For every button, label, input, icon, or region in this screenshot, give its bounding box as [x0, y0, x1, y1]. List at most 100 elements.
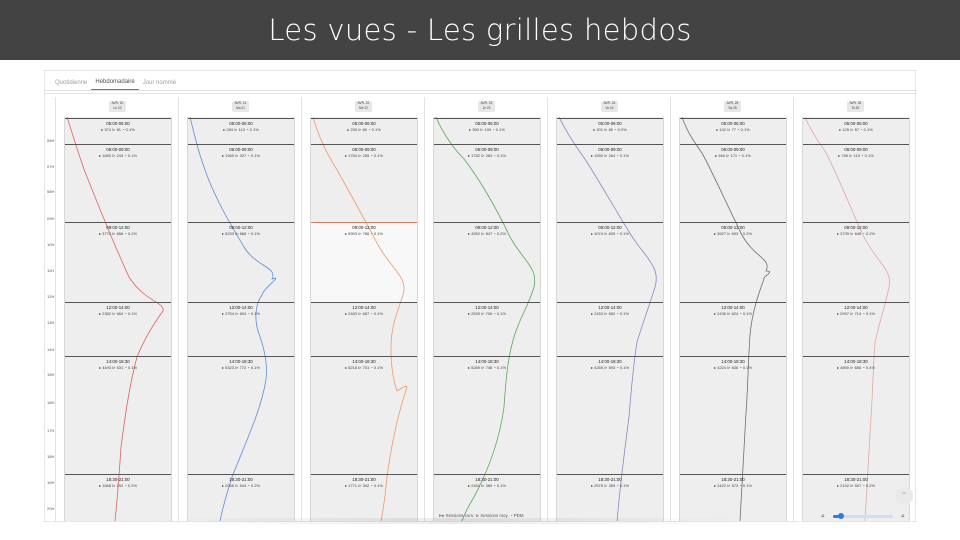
pdm-icon: ◔: [246, 153, 251, 158]
tab-1[interactable]: Hebdomadaire: [91, 79, 139, 90]
pdm-icon: ◔: [738, 231, 743, 236]
pdm-icon: ◔: [492, 365, 497, 370]
day-date: AVR. 20: [111, 101, 124, 105]
scroll-to-top-button[interactable]: ⌃: [895, 487, 913, 505]
band-pdm-value: 0.1%: [619, 153, 630, 158]
band-separator: [803, 144, 909, 145]
cum-icon: ▸: [836, 365, 841, 370]
band-time-range: 09:00-12:00: [229, 225, 253, 230]
band-pdm-value: 0.1%: [127, 311, 138, 316]
band-moy-value: 693: [731, 231, 739, 236]
pdm-icon: ◔: [246, 231, 251, 236]
band-cum-value: 142: [719, 127, 726, 132]
band-time-range: 05:00-06:00: [106, 121, 130, 126]
band-moy-value: 119: [853, 153, 860, 158]
band-separator: [65, 474, 171, 475]
pdm-icon: ◔: [860, 153, 865, 158]
band-cum-value: 796: [841, 153, 849, 158]
band-separator: [803, 302, 909, 303]
band-separator: [434, 356, 540, 357]
zoom-track[interactable]: [833, 515, 893, 518]
tab-0[interactable]: Quotidienne: [55, 80, 88, 86]
cum-icon: ▸: [467, 311, 472, 316]
time-axis-tick: 14H: [47, 347, 55, 352]
band-moy-value: 786: [362, 231, 370, 236]
band-cum-value: 2192: [840, 483, 849, 488]
band-separator: [680, 118, 786, 119]
band-time-range: 14:00-18:30: [106, 359, 130, 364]
cum-icon: ▸: [101, 127, 105, 132]
pdm-icon: ◔: [738, 483, 743, 488]
band-cum-value: 374: [104, 127, 111, 132]
day-badge: AVR. 20 Lu 20: [109, 101, 126, 112]
cum-icon: ▸: [98, 231, 103, 236]
band-stats: ▸ 5323 ⊳ 772 ◔ 0.1%: [188, 365, 294, 370]
day-date: AVR. 22: [357, 101, 370, 105]
moy-icon: ⊳: [849, 311, 855, 316]
band-cum-value: 2463: [348, 311, 357, 316]
moy-icon: ⊳: [111, 153, 117, 158]
band-pdm-value: 0.2%: [127, 483, 138, 488]
band-moy-value: 636: [731, 365, 739, 370]
traffic-curve-line: [681, 117, 771, 521]
day-column: AVR. 22 Me 22 05:00-06:00 ▸ 230 ⊳ 80 ◔ 0.1%…: [301, 97, 424, 521]
day-panel[interactable]: 05:00-06:00 ▸ 390 ⊳ 100 ◔ 0.1% 06:00-09:00…: [433, 117, 541, 521]
band-separator: [434, 144, 540, 145]
day-panel[interactable]: 05:00-06:00 ▸ 284 ⊳ 113 ◔ 0.1% 06:00-09:00…: [187, 117, 295, 521]
moy-icon: ⊳: [234, 153, 240, 158]
moy-icon: ⊳: [603, 483, 609, 488]
cum-icon: ▸: [836, 311, 841, 316]
band-stats: ▸ 796 ⊳ 119 ◔ 0.1%: [803, 153, 909, 158]
band-stats: ▸ 2422 ⊳ 573 ◔ 0.1%: [680, 483, 786, 488]
zoom-slider-handle[interactable]: [838, 513, 844, 519]
time-axis-tick: 11H: [47, 268, 55, 273]
band-moy-value: 255: [362, 153, 370, 158]
day-panel[interactable]: 05:00-06:00 ▸ 125 ⊳ 57 ◔ 0.1% 06:00-09:00 ▸…: [802, 117, 910, 521]
band-pdm-value: 0.1%: [250, 311, 261, 316]
zoom-control[interactable]: ⌕ ⌕: [821, 511, 911, 521]
band-separator: [65, 356, 171, 357]
band-cum-value: 4552: [471, 231, 480, 236]
cum-icon: ▸: [590, 483, 595, 488]
moy-icon: ⊳: [726, 231, 732, 236]
band-stats: ▸ 5233 ⊳ 868 ◔ 0.1%: [188, 231, 294, 236]
band-separator: [557, 222, 663, 223]
band-cum-value: 390: [472, 127, 479, 132]
day-date: AVR. 26: [849, 101, 862, 105]
day-panel[interactable]: 05:00-06:00 ▸ 142 ⊳ 77 ◔ 0.1% 06:00-09:00 ▸…: [679, 117, 787, 521]
band-separator: [188, 144, 294, 145]
moy-icon: ⊳: [849, 231, 855, 236]
band-cum-value: 2065: [225, 483, 234, 488]
pdm-icon: ◔: [615, 365, 620, 370]
band-stats: ▸ 5289 ⊳ 748 ◔ 0.1%: [434, 365, 540, 370]
tab-2[interactable]: Jour nommé: [142, 80, 177, 86]
day-panel[interactable]: 05:00-06:00 ▸ 201 ⊳ 80 ◔ 0.0% 06:00-09:00 ▸…: [556, 117, 664, 521]
band-cum-value: 4265: [594, 365, 603, 370]
band-cum-value: 5323: [225, 365, 234, 370]
band-stats: ▸ 2065 ⊳ 544 ◔ 0.2%: [188, 483, 294, 488]
band-cum-value: 3739: [840, 231, 849, 236]
time-axis-tick: 19H: [47, 480, 55, 485]
band-moy-value: 113: [238, 127, 245, 132]
band-moy-value: 701: [362, 365, 370, 370]
moy-icon: ⊳: [726, 127, 732, 132]
band-separator: [434, 222, 540, 223]
band-cum-value: 5218: [348, 365, 357, 370]
pdm-icon: ◔: [369, 483, 374, 488]
band-time-range: 12:00-14:00: [598, 305, 622, 310]
day-panel[interactable]: 05:00-06:00 ▸ 230 ⊳ 80 ◔ 0.1% 06:00-09:00 ▸…: [310, 117, 418, 521]
band-moy-value: 656: [854, 365, 862, 370]
band-stats: ▸ 3739 ⊳ 646 ◔ 0.2%: [803, 231, 909, 236]
moy-icon: ⊳: [111, 127, 117, 132]
band-pdm-value: 0.1%: [742, 483, 753, 488]
zoom-in-icon[interactable]: ⌕: [901, 512, 905, 520]
cum-icon: ▸: [467, 483, 472, 488]
day-panel[interactable]: 05:00-06:00 ▸ 374 ⊳ 81 ◔ 0.1% 06:00-09:00 ▸…: [64, 117, 172, 521]
band-stats: ▸ 1754 ⊳ 255 ◔ 0.1%: [311, 153, 417, 158]
band-time-range: 09:00-12:00: [352, 225, 376, 230]
band-time-range: 14:00-18:30: [598, 359, 622, 364]
band-stats: ▸ 3774 ⊳ 856 ◔ 0.2%: [65, 231, 171, 236]
band-stats: ▸ 201 ⊳ 80 ◔ 0.0%: [557, 127, 663, 132]
zoom-out-icon[interactable]: ⌕: [821, 512, 825, 520]
cum-icon: ▸: [467, 153, 472, 158]
